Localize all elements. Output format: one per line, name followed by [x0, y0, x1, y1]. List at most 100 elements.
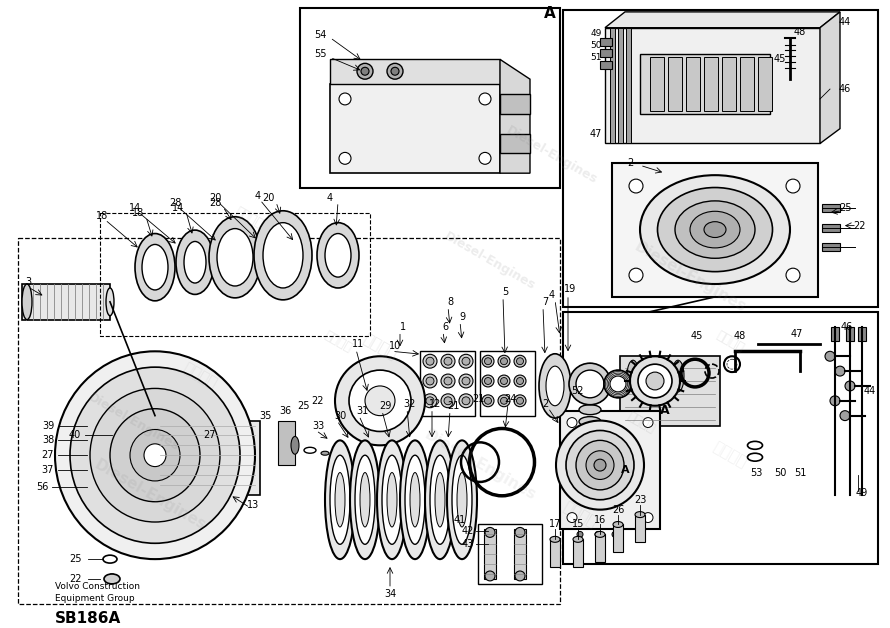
Text: 34: 34 — [384, 589, 396, 598]
Ellipse shape — [135, 234, 175, 301]
Ellipse shape — [430, 455, 450, 544]
Text: 紧发动力: 紧发动力 — [561, 499, 600, 530]
Circle shape — [459, 394, 473, 408]
Ellipse shape — [550, 536, 560, 543]
Text: Volvo Construction: Volvo Construction — [55, 582, 140, 591]
Circle shape — [578, 365, 584, 372]
Polygon shape — [605, 12, 840, 28]
Text: 30: 30 — [334, 411, 346, 421]
Text: 24: 24 — [504, 394, 516, 404]
Circle shape — [500, 358, 507, 365]
Text: 44: 44 — [839, 17, 851, 27]
Circle shape — [571, 390, 578, 396]
Text: 55: 55 — [314, 50, 327, 60]
Circle shape — [515, 528, 525, 538]
Text: 38: 38 — [42, 435, 54, 445]
Circle shape — [104, 452, 112, 459]
Circle shape — [603, 390, 609, 396]
Text: 16: 16 — [594, 514, 606, 524]
Circle shape — [514, 375, 526, 387]
Ellipse shape — [457, 472, 467, 527]
Bar — [668, 57, 682, 111]
Circle shape — [516, 398, 523, 404]
Circle shape — [835, 366, 845, 376]
Text: 28: 28 — [209, 198, 222, 208]
Bar — [115, 431, 150, 440]
Bar — [650, 57, 664, 111]
Ellipse shape — [640, 175, 790, 284]
Text: 42: 42 — [462, 526, 474, 536]
Ellipse shape — [425, 440, 455, 559]
Text: 40: 40 — [69, 430, 81, 440]
Ellipse shape — [630, 356, 680, 406]
Ellipse shape — [104, 574, 120, 584]
Ellipse shape — [106, 288, 114, 316]
Bar — [420, 351, 475, 416]
Circle shape — [459, 374, 473, 388]
Ellipse shape — [400, 440, 430, 559]
Circle shape — [596, 365, 602, 372]
Bar — [500, 94, 530, 114]
Polygon shape — [610, 475, 617, 485]
Ellipse shape — [586, 451, 614, 479]
Circle shape — [462, 377, 470, 385]
Text: 51: 51 — [794, 468, 806, 478]
Ellipse shape — [325, 440, 355, 559]
Ellipse shape — [382, 455, 402, 544]
Bar — [550, 539, 560, 567]
Circle shape — [578, 396, 584, 403]
Ellipse shape — [613, 521, 623, 528]
Text: 53: 53 — [749, 468, 762, 478]
Bar — [480, 351, 535, 416]
Text: 28: 28 — [169, 198, 182, 208]
Text: 46: 46 — [841, 322, 854, 332]
Text: 48: 48 — [794, 26, 806, 36]
Bar — [300, 8, 560, 188]
Text: 45: 45 — [691, 332, 703, 342]
Ellipse shape — [704, 222, 726, 237]
Bar — [478, 524, 542, 584]
Bar — [612, 163, 818, 297]
Circle shape — [209, 512, 225, 528]
Text: 7: 7 — [542, 297, 548, 307]
Text: 51: 51 — [590, 53, 602, 62]
Circle shape — [482, 355, 494, 367]
Circle shape — [104, 436, 112, 445]
Bar — [573, 539, 583, 567]
Circle shape — [462, 397, 470, 405]
Text: 37: 37 — [42, 465, 54, 475]
Circle shape — [498, 375, 510, 387]
Bar — [618, 28, 623, 143]
Text: 48: 48 — [734, 332, 746, 342]
Text: Diesel-Engines: Diesel-Engines — [422, 427, 538, 503]
Circle shape — [147, 538, 163, 554]
Bar — [822, 204, 840, 212]
Ellipse shape — [579, 416, 601, 426]
Ellipse shape — [594, 459, 606, 471]
Ellipse shape — [579, 405, 601, 414]
Ellipse shape — [144, 444, 166, 467]
Text: 52: 52 — [570, 386, 583, 396]
Circle shape — [629, 179, 643, 193]
Ellipse shape — [330, 455, 350, 544]
Bar — [740, 57, 754, 111]
Text: 56: 56 — [36, 482, 48, 492]
Bar — [822, 224, 840, 232]
Bar — [500, 134, 530, 153]
Ellipse shape — [130, 430, 180, 481]
Ellipse shape — [573, 536, 583, 543]
Text: 3: 3 — [25, 277, 31, 287]
Ellipse shape — [610, 376, 626, 392]
Ellipse shape — [349, 370, 411, 431]
Circle shape — [571, 372, 578, 378]
Text: 19: 19 — [564, 284, 576, 294]
Ellipse shape — [184, 241, 206, 283]
Text: 18: 18 — [132, 208, 144, 218]
Circle shape — [147, 356, 163, 372]
Circle shape — [209, 383, 225, 399]
Ellipse shape — [435, 472, 445, 527]
Text: 13: 13 — [247, 500, 259, 510]
Circle shape — [577, 531, 583, 538]
Text: Diesel-Engines: Diesel-Engines — [441, 230, 538, 293]
Circle shape — [498, 395, 510, 407]
